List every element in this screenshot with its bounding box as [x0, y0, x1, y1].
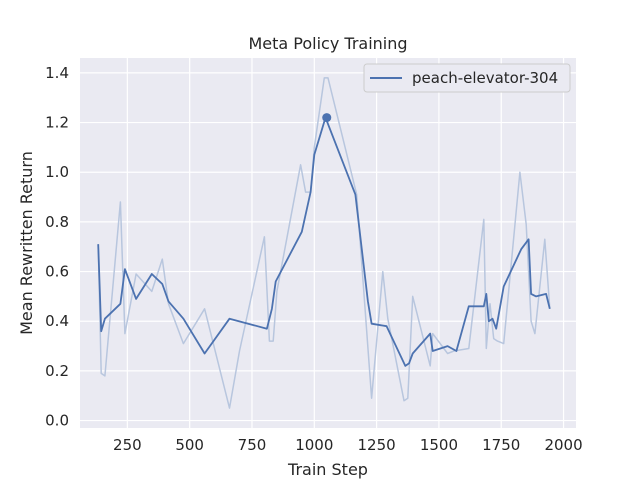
x-axis-label: Train Step — [287, 460, 368, 479]
y-tick-label: 1.0 — [45, 163, 69, 181]
y-tick-labels: 0.0 0.2 0.4 0.6 0.8 1.0 1.2 1.4 — [45, 64, 69, 430]
x-tick-label: 1250 — [358, 436, 396, 454]
raw-series-line — [97, 77, 551, 409]
y-tick-label: 1.4 — [45, 64, 69, 82]
x-tick-labels: 250 500 750 1000 1250 1500 1750 2000 — [113, 436, 583, 454]
series-line-peach-elevator-304 — [97, 116, 551, 367]
grid-x — [126, 58, 565, 428]
chart-title: Meta Policy Training — [248, 34, 407, 53]
y-axis-label: Mean Rewritten Return — [17, 151, 36, 335]
legend: peach-elevator-304 — [363, 63, 571, 93]
x-tick-label: 500 — [175, 436, 204, 454]
y-tick-label: 1.2 — [45, 114, 69, 132]
x-tick-label: 250 — [113, 436, 142, 454]
series-layer — [97, 77, 551, 409]
x-tick-label: 1500 — [420, 436, 458, 454]
x-tick-label: 750 — [238, 436, 267, 454]
y-tick-label: 0.4 — [45, 312, 69, 330]
x-tick-label: 1750 — [482, 436, 520, 454]
y-tick-label: 0.8 — [45, 213, 69, 231]
y-tick-label: 0.2 — [45, 362, 69, 380]
x-tick-label: 2000 — [544, 436, 582, 454]
legend-label: peach-elevator-304 — [412, 69, 558, 87]
peak-marker — [322, 113, 332, 123]
x-tick-label: 1000 — [295, 436, 333, 454]
y-tick-label: 0.0 — [45, 412, 69, 430]
y-tick-label: 0.6 — [45, 263, 69, 281]
legend-box — [363, 63, 571, 93]
